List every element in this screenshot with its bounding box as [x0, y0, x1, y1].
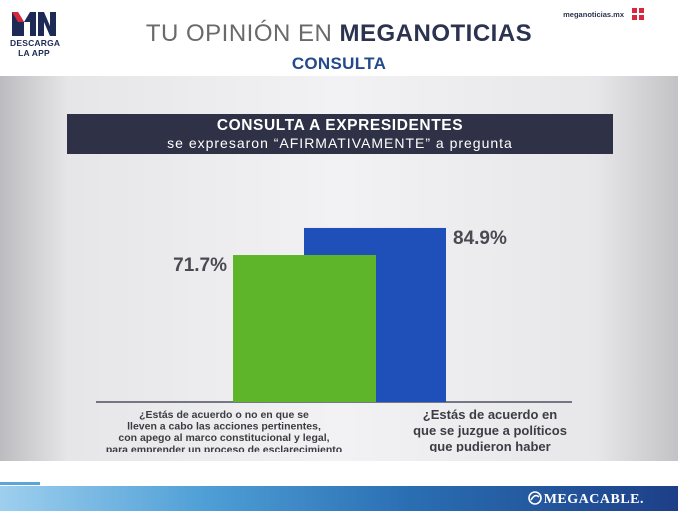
- page-title: TU OPINIÓN EN MEGANOTICIAS: [0, 20, 678, 48]
- site-url[interactable]: meganoticias.mx: [563, 10, 624, 19]
- bar-chart: 71.7% 84.9% ¿Estás de acuerdo o no en qu…: [96, 227, 572, 452]
- category-label-line: ¿Estás de acuerdo o no en que se: [139, 409, 309, 421]
- category-label-line: para emprender un proceso de esclarecimi…: [106, 444, 342, 452]
- category-label-question-1: ¿Estás de acuerdo en que se juzgue a polí…: [413, 407, 567, 452]
- chart-banner: CONSULTA A EXPRESIDENTES se expresaron “…: [67, 114, 613, 154]
- site-grid-icon: [632, 8, 644, 20]
- footer-bar: [0, 486, 678, 511]
- data-label-question-1: 84.9%: [453, 228, 507, 249]
- megacable-swirl-icon: [527, 491, 542, 505]
- category-label-line: ¿Estás de acuerdo en: [423, 407, 557, 422]
- chart-subtitle: se expresaron “AFIRMATIVAMENTE” a pregun…: [167, 135, 513, 151]
- page-subtitle: CONSULTA: [291, 54, 387, 73]
- meganoticias-logo[interactable]: DESCARGA LA APP: [10, 8, 61, 58]
- data-label-question-0: 71.7%: [173, 255, 227, 276]
- megacable-brand-text: MEGACABLE.: [543, 492, 644, 507]
- chart-title: CONSULTA A EXPRESIDENTES: [216, 117, 464, 134]
- bar-question-0: [233, 255, 376, 402]
- title-bold: MEGANOTICIAS: [339, 20, 533, 47]
- category-label-line: que se juzgue a políticos: [413, 423, 567, 438]
- category-label-line: que pudieron haber: [429, 439, 550, 452]
- mn-logo-icon: [12, 12, 56, 36]
- content-panel: CONSULTA A EXPRESIDENTES se expresaron “…: [0, 76, 678, 461]
- megacable-logo: MEGACABLE.: [527, 491, 644, 508]
- title-light: TU OPINIÓN EN: [145, 20, 333, 47]
- category-label-line: con apego al marco constitucional y lega…: [118, 432, 329, 444]
- download-app-label: DESCARGA LA APP: [10, 38, 61, 58]
- footer-accent-line: [0, 482, 40, 485]
- category-label-question-0: ¿Estás de acuerdo o no en que se lleven a…: [106, 409, 342, 452]
- category-label-line: lleven a cabo las acciones pertinentes,: [127, 421, 321, 433]
